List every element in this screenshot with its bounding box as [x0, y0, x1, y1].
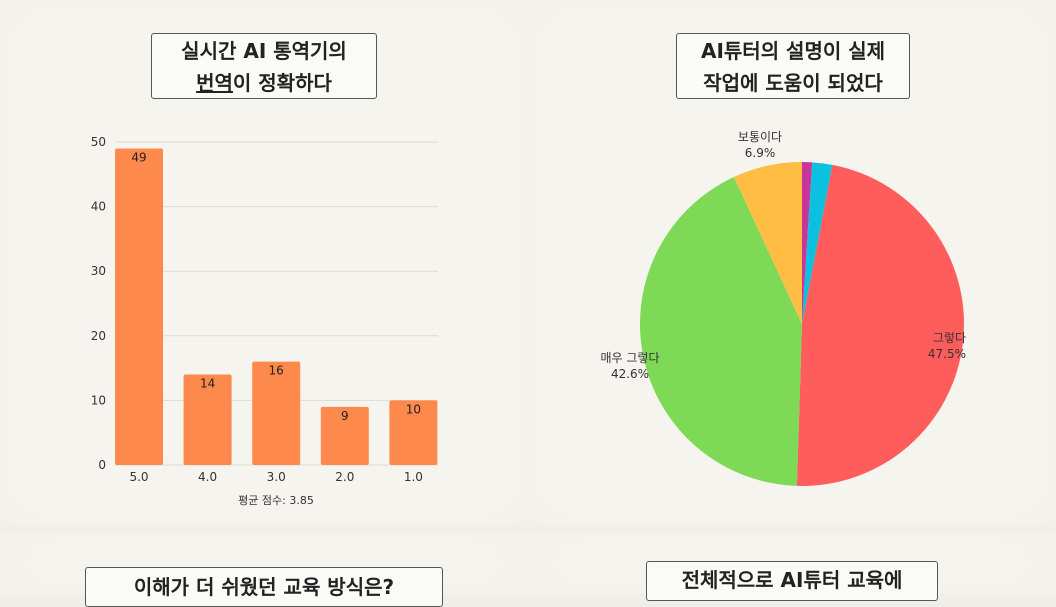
bar-chart-footnote: 평균 점수: 3.85: [238, 494, 314, 507]
bar-value-label: 49: [131, 150, 146, 164]
pie-slice-pct: 47.5%: [928, 347, 966, 361]
bar-value-label: 10: [406, 402, 421, 416]
pie-slice-label: 그렇다: [933, 330, 966, 345]
bar-chart-panel: 실시간 AI 통역기의 번역이 정확하다 0 10 20 30 40 50 49 5.0 14 4…: [0, 0, 528, 527]
x-tick-label: 5.0: [129, 470, 148, 484]
x-tick-label: 2.0: [335, 470, 354, 484]
pie-chart-panel: AI튜터의 설명이 실제 작업에 도움이 되었다 그렇다 47.5% 매우 그렇다 4…: [528, 0, 1056, 527]
pie-chart-title: AI튜터의 설명이 실제 작업에 도움이 되었다: [676, 33, 910, 99]
pie-slice-label: 매우 그렇다: [600, 350, 659, 365]
pie-slice-pct: 6.9%: [745, 146, 776, 160]
y-tick-label: 10: [91, 393, 106, 407]
bar-chart: 0 10 20 30 40 50 49 5.0 14 4.0 16 3.0 9 2.0 10 1.0 평균 점수…: [91, 135, 438, 507]
x-tick-label: 4.0: [198, 470, 217, 484]
panel-4: 전체적으로 AI튜터 교육에: [528, 531, 1056, 601]
bar-chart-title-underlined: 번역: [196, 71, 233, 95]
bar-chart-title: 실시간 AI 통역기의 번역이 정확하다: [151, 33, 377, 99]
pie-slice: [796, 164, 965, 487]
y-tick-label: 40: [91, 200, 106, 214]
pie-slice-label: 보통이다: [738, 130, 782, 144]
bar: [115, 148, 163, 465]
bar-chart-title-line1: 실시간 AI 통역기의: [181, 39, 347, 63]
y-tick-label: 0: [98, 458, 106, 472]
bar: [389, 400, 438, 465]
bar: [252, 361, 301, 465]
pie-chart-title-line1: AI튜터의 설명이 실제: [700, 39, 886, 63]
pie-chart-title-line2: 작업에 도움이 되었다: [703, 71, 883, 95]
bar-value-label: 16: [269, 364, 284, 378]
x-tick-label: 3.0: [267, 470, 286, 484]
bar: [183, 374, 232, 465]
x-tick-label: 1.0: [404, 470, 423, 484]
y-tick-label: 50: [91, 135, 106, 149]
bar-value-label: 14: [200, 377, 215, 391]
y-tick-label: 30: [91, 264, 106, 278]
pie-slice: [802, 162, 833, 324]
pie-slice: [802, 162, 813, 324]
pie-slice: [639, 176, 802, 486]
y-tick-label: 20: [91, 329, 106, 343]
panel-3-title: 이해가 더 쉬웠던 교육 방식은?: [85, 567, 443, 607]
bar: [320, 406, 369, 465]
bar-value-label: 9: [341, 409, 349, 423]
panel-4-title: 전체적으로 AI튜터 교육에: [646, 561, 938, 601]
pie-slice-pct: 42.6%: [611, 367, 649, 381]
pie-slice: [733, 162, 802, 324]
bar-chart-title-line2: 번역이 정확하다: [152, 67, 376, 99]
panel-3: 이해가 더 쉬웠던 교육 방식은?: [0, 531, 528, 607]
pie-chart: 그렇다 47.5% 매우 그렇다 42.6% 보통이다 6.9%: [600, 130, 966, 487]
bar-chart-title-rest: 이 정확하다: [232, 71, 332, 95]
